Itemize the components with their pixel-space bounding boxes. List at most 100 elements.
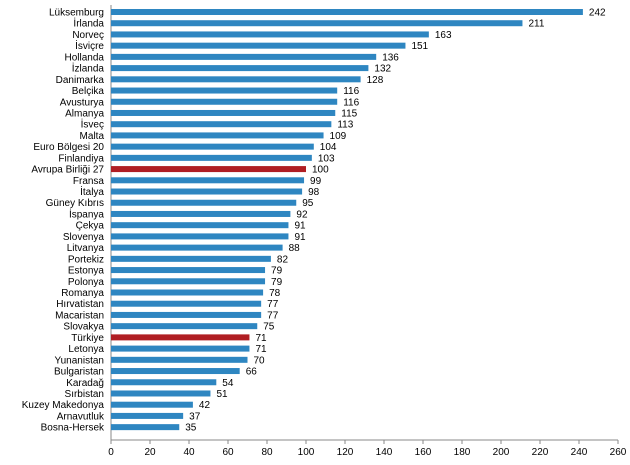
value-label: 99 (310, 176, 322, 187)
x-tick-label: 260 (610, 447, 627, 458)
category-label: Slovakya (63, 322, 104, 333)
value-label: 71 (255, 333, 267, 344)
bar (111, 424, 180, 431)
bar (111, 412, 184, 419)
value-label: 116 (343, 97, 359, 108)
bar (111, 53, 377, 60)
category-label: Avusturya (60, 97, 105, 108)
category-label: Avrupa Birliği 27 (31, 165, 104, 176)
category-label: Belçika (72, 86, 105, 97)
x-tick-label: 200 (493, 447, 510, 458)
value-label: 92 (296, 209, 308, 220)
bar (111, 31, 429, 38)
bar (111, 87, 338, 94)
x-tick-label: 100 (298, 447, 315, 458)
category-label: Litvanya (67, 243, 105, 254)
category-label: Slovenya (63, 232, 105, 243)
value-label: 77 (267, 310, 279, 321)
x-tick-label: 60 (222, 447, 234, 458)
value-label: 88 (289, 243, 301, 254)
value-label: 70 (254, 355, 266, 366)
category-label: Fransa (73, 176, 105, 187)
bar (111, 42, 406, 49)
category-label: Arnavutluk (57, 411, 105, 422)
bar (111, 199, 297, 206)
bar (111, 267, 266, 274)
value-label: 132 (374, 64, 391, 75)
value-label: 91 (294, 232, 306, 243)
bar (111, 244, 283, 251)
bar (111, 379, 217, 386)
category-label: Malta (80, 131, 105, 142)
bar (111, 278, 266, 285)
category-label: Finlandiya (58, 153, 104, 164)
bar-highlighted (111, 334, 250, 341)
x-tick-label: 20 (144, 447, 156, 458)
value-label: 95 (302, 198, 314, 209)
category-label: Hollanda (65, 52, 105, 63)
bar (111, 143, 314, 150)
category-label: Almanya (65, 108, 104, 119)
x-tick-label: 220 (532, 447, 549, 458)
value-label: 66 (246, 367, 258, 378)
category-label: Euro Bölgesi 20 (33, 142, 104, 153)
category-label: İtalya (80, 185, 104, 198)
category-label: Kuzey Makedonya (22, 400, 105, 411)
category-label: Karadağ (66, 378, 104, 389)
bar-highlighted (111, 166, 306, 173)
value-label: 79 (271, 277, 283, 288)
value-label: 35 (185, 423, 197, 434)
value-label: 242 (589, 8, 606, 19)
category-label: Romanya (61, 288, 104, 299)
value-label: 98 (308, 187, 320, 198)
category-label: İzlanda (72, 62, 105, 75)
value-label: 37 (189, 411, 201, 422)
value-label: 115 (341, 108, 357, 119)
bar (111, 300, 262, 307)
bar (111, 132, 324, 139)
bar (111, 109, 336, 116)
category-label: İsveç (81, 118, 104, 131)
value-label: 104 (320, 142, 337, 153)
x-tick-label: 120 (337, 447, 354, 458)
value-label: 136 (382, 52, 399, 63)
x-tick-label: 40 (183, 447, 195, 458)
value-label: 42 (199, 400, 211, 411)
value-label: 116 (343, 86, 359, 97)
x-tick-label: 180 (454, 447, 471, 458)
x-tick-label: 80 (261, 447, 273, 458)
value-label: 75 (263, 322, 275, 333)
value-label: 78 (269, 288, 281, 299)
bar (111, 289, 264, 296)
value-label: 82 (277, 254, 289, 265)
category-label: Bosna-Hersek (41, 423, 105, 434)
category-label: İsviçre (75, 39, 104, 52)
value-label: 79 (271, 266, 283, 277)
bar (111, 65, 369, 72)
category-label: Letonya (68, 344, 104, 355)
x-tick-label: 0 (108, 447, 114, 458)
value-label: 54 (222, 378, 234, 389)
value-label: 100 (312, 165, 329, 176)
bar (111, 311, 262, 318)
value-label: 51 (216, 389, 228, 400)
category-label: Hırvatistan (56, 299, 104, 310)
category-label: Türkiye (71, 333, 104, 344)
category-label: Sırbistan (65, 389, 104, 400)
x-tick-label: 240 (571, 447, 588, 458)
category-label: Estonya (68, 266, 105, 277)
value-label: 71 (255, 344, 267, 355)
category-label: İrlanda (73, 17, 104, 30)
category-label: Bulgaristan (54, 367, 104, 378)
x-tick-label: 140 (376, 447, 393, 458)
category-label: Güney Kıbrıs (46, 198, 104, 209)
bar (111, 177, 305, 184)
x-tick-label: 160 (415, 447, 432, 458)
category-label: Norveç (72, 30, 104, 41)
bar (111, 76, 361, 83)
bar (111, 9, 583, 15)
bar (111, 222, 289, 229)
bar (111, 390, 211, 397)
value-label: 109 (330, 131, 347, 142)
